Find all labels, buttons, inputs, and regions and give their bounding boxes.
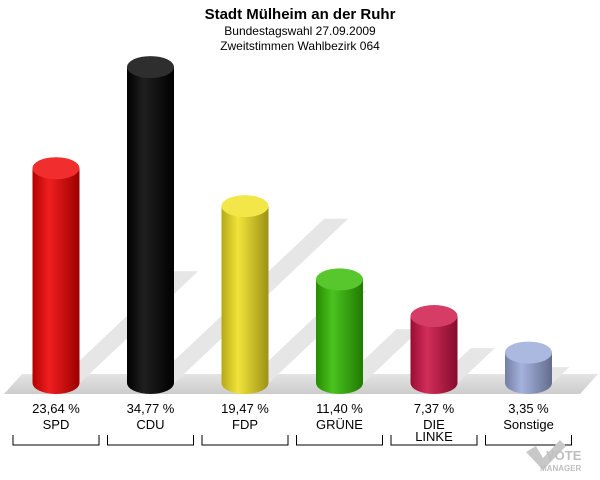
chart-title: Stadt Mülheim an der Ruhr <box>205 6 396 23</box>
category-label-sonstige: Sonstige <box>503 417 554 432</box>
bars <box>32 56 552 395</box>
bar-body-cdu <box>127 67 174 395</box>
logo-check-icon <box>526 440 566 470</box>
value-label-die-linke: 7,37 % <box>414 401 455 416</box>
category-bracket-spd <box>12 435 100 446</box>
value-label-fdp: 19,47 % <box>221 401 269 416</box>
value-label-spd: 23,64 % <box>32 401 80 416</box>
category-bracket-cdu <box>107 435 194 446</box>
category-bracket-gruene <box>296 435 383 446</box>
category-label-cdu: CDU <box>136 417 164 432</box>
bar-sonstige <box>505 341 552 395</box>
chart-subtitle-2: Zweitstimmen Wahlbezirk 064 <box>220 39 380 53</box>
bar-gruene <box>316 268 363 395</box>
logo-line-1: VOTE <box>546 448 582 463</box>
logo-line-2: MANAGER <box>540 464 582 473</box>
bar-fdp <box>221 195 269 395</box>
category-label-gruene: GRÜNE <box>316 417 363 432</box>
bar-top-spd <box>32 157 80 180</box>
bar-top-gruene <box>316 268 363 291</box>
bar-top-fdp <box>221 195 269 218</box>
category-label-spd: SPD <box>43 417 70 432</box>
value-label-sonstige: 3,35 % <box>508 401 549 416</box>
bar-body-die-linke <box>410 316 458 395</box>
vote-manager-logo: VOTE MANAGER <box>526 440 582 473</box>
bar-top-cdu <box>127 56 174 79</box>
bar-spd <box>32 157 80 395</box>
bar-top-sonstige <box>505 341 552 364</box>
bar-body-fdp <box>221 206 269 395</box>
bar-cdu <box>127 56 174 395</box>
bar-top-die-linke <box>410 305 458 328</box>
chart-subtitle: Bundestagswahl 27.09.2009 <box>224 24 376 38</box>
category-bracket-sonstige <box>485 435 572 446</box>
category-bracket-die-linke <box>390 435 478 446</box>
value-labels: 23,64 % 34,77 % 19,47 % 11,40 % 7,37 % 3,35 % <box>32 401 549 416</box>
category-bracket-fdp <box>201 435 289 446</box>
bar-body-spd <box>32 168 80 395</box>
bar-body-sonstige <box>505 352 552 395</box>
category-labels: SPD CDU FDP GRÜNE DIE LINKE Sonstige <box>43 417 554 444</box>
value-label-gruene: 11,40 % <box>316 401 363 416</box>
bar-die-linke <box>410 305 458 395</box>
category-label-fdp: FDP <box>232 417 258 432</box>
category-label-die-linke: DIE LINKE <box>415 417 453 444</box>
category-brackets <box>12 435 572 446</box>
bar-body-gruene <box>316 279 363 395</box>
value-label-cdu: 34,77 % <box>127 401 175 416</box>
